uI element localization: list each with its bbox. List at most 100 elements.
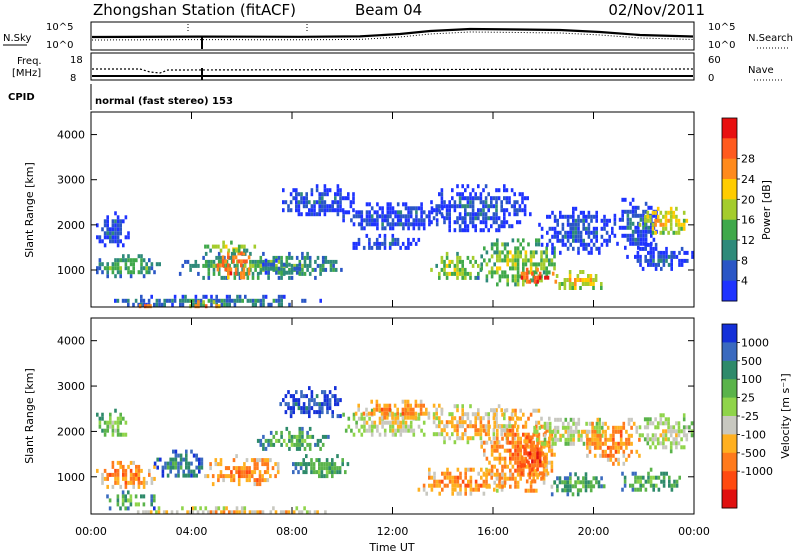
power-echo-cell (301, 271, 304, 276)
power-echo-cell (339, 208, 342, 213)
power-echo-cell (574, 238, 578, 243)
velocity-echo-cell (485, 479, 488, 484)
velocity-echo-cell (237, 474, 241, 479)
velocity-echo-cell (219, 470, 223, 475)
power-echo-cell (440, 196, 444, 201)
power-echo-cell (326, 204, 329, 209)
power-echo-cell (581, 270, 585, 274)
power-echo-cell (363, 226, 366, 231)
velocity-echo-cell (310, 466, 313, 471)
velocity-echo-cell (198, 465, 201, 470)
power-echo-cell (574, 218, 578, 223)
power-echo-cell (642, 221, 645, 226)
velocity-echo-cell (662, 483, 666, 488)
power-echo-region (538, 206, 614, 255)
power-echo-cell (220, 275, 224, 280)
velocity-echo-cell (284, 402, 288, 407)
power-echo-cell (631, 205, 635, 210)
power-echo-cell (665, 258, 668, 263)
velocity-echo-cell (248, 470, 251, 475)
velocity-echo-cell (619, 441, 623, 446)
velocity-echo-cell (604, 429, 607, 434)
power-echo-cell (626, 221, 630, 226)
velocity-echo-cell (541, 441, 544, 446)
velocity-echo-cell (625, 429, 628, 434)
power-echo-cell (594, 278, 598, 282)
velocity-echo-cell (591, 441, 594, 446)
velocity-echo-cell (469, 404, 472, 409)
power-echo-cell (399, 210, 403, 215)
velocity-echo-cell (308, 426, 312, 431)
velocity-echo-cell (601, 429, 605, 434)
velocity-echo-cell (323, 398, 327, 403)
velocity-colorbar-tick-label: 100 (741, 373, 762, 386)
power-echo-cell (503, 196, 506, 201)
velocity-echo-cell (675, 429, 678, 434)
power-echo-cell (516, 250, 520, 255)
power-echo-cell (654, 230, 657, 235)
velocity-echo-cell (487, 428, 490, 433)
velocity-echo-cell (682, 433, 686, 438)
power-echo-cell (637, 213, 640, 218)
velocity-echo-cell (574, 425, 578, 430)
velocity-echo-cell (391, 428, 395, 433)
velocity-echo-cell (520, 471, 524, 476)
power-echo-cell (326, 208, 329, 213)
power-echo-cell (269, 266, 273, 271)
velocity-echo-cell (389, 424, 392, 429)
velocity-echo-cell (511, 456, 515, 461)
velocity-echo-cell (288, 430, 291, 435)
velocity-echo-cell (559, 437, 562, 442)
velocity-echo-cell (538, 471, 542, 476)
power-echo-cell (624, 245, 627, 250)
power-echo-cell (262, 259, 265, 264)
velocity-echo-cell (106, 424, 109, 429)
velocity-echo-cell (177, 473, 180, 478)
velocity-echo-cell (509, 456, 512, 461)
power-echo-cell (511, 238, 515, 243)
velocity-echo-cell (652, 483, 655, 488)
power-echo-cell (469, 204, 472, 209)
velocity-echo-cell (656, 441, 660, 446)
velocity-echo-cell (256, 462, 259, 467)
power-echo-cell (440, 259, 444, 264)
power-echo-cell (216, 263, 220, 268)
power-echo-cell (626, 225, 630, 230)
power-ytick-label: 3000 (57, 174, 85, 187)
power-echo-cell (334, 267, 338, 272)
power-echo-cell (391, 226, 395, 231)
power-echo-cell (665, 246, 668, 251)
velocity-echo-cell (394, 420, 397, 425)
power-echo-cell (332, 263, 335, 268)
velocity-echo-cell (300, 510, 304, 515)
power-echo-cell (391, 241, 395, 246)
power-echo-cell (644, 254, 647, 259)
power-echo-cell (376, 226, 379, 231)
velocity-echo-cell (222, 506, 226, 511)
velocity-echo-cell (333, 462, 337, 467)
velocity-echo-cell (114, 472, 117, 477)
velocity-echo-cell (647, 471, 650, 476)
velocity-echo-cell (682, 445, 686, 450)
velocity-echo-cell (292, 398, 295, 403)
power-echo-cell (237, 251, 240, 256)
power-echo-cell (181, 302, 185, 307)
velocity-echo-cell (396, 424, 400, 429)
power-echo-cell (461, 216, 464, 221)
power-echo-cell (551, 210, 554, 215)
power-echo-cell (495, 208, 498, 213)
power-echo-cell (505, 196, 509, 201)
velocity-echo-cell (535, 432, 538, 437)
velocity-echo-cell (404, 420, 408, 425)
power-echo-cell (516, 200, 519, 205)
velocity-echo-cell (129, 480, 133, 485)
velocity-echo-cell (199, 506, 202, 511)
velocity-echo-cell (137, 464, 141, 469)
velocity-echo-cell (514, 460, 517, 465)
power-echo-cell (471, 255, 475, 260)
power-echo-cell (285, 259, 289, 264)
power-echo-cell (305, 192, 308, 197)
power-echo-cell (240, 263, 243, 268)
velocity-echo-cell (627, 453, 631, 458)
velocity-echo-cell (495, 424, 498, 429)
